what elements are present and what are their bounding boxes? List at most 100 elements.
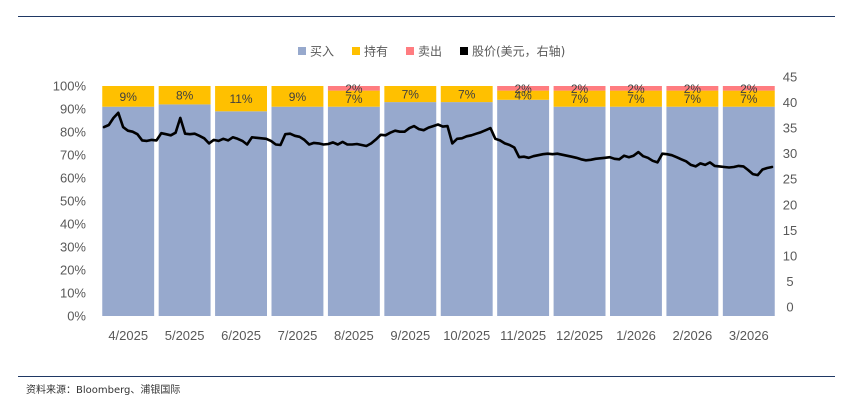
bar-buy-5 — [384, 102, 437, 316]
bars — [102, 86, 775, 317]
bar-label-hold-8: 7% — [571, 92, 589, 106]
left-axis: 0% 10% 20% 30% 40% 50% 60% 70% 80% 90% 100% — [53, 79, 87, 324]
x-tick-label-0: 4/2025 — [108, 328, 148, 343]
bar-sell-9 — [610, 86, 662, 91]
x-axis: 4/2025 5/2025 6/2025 7/2025 8/2025 9/2025 10/2… — [108, 328, 768, 343]
left-tick-label-0: 0% — [67, 309, 86, 324]
left-tick-label-3: 30% — [60, 240, 86, 255]
bar-label-hold-3: 9% — [289, 90, 307, 104]
bar-buy-2 — [215, 111, 267, 316]
bar-labels: 9% 8% 11% 9% 7%2% 7% 7% 4%2%7%2%7%2%7%2%7%2% — [120, 82, 758, 106]
bar-label-sell-11: 2% — [740, 82, 758, 96]
bar-sell-11 — [722, 86, 775, 91]
left-tick-label-7: 70% — [60, 148, 86, 163]
left-tick-label-10: 100% — [53, 79, 87, 94]
x-tick-label-3: 7/2025 — [278, 328, 318, 343]
top-rule — [18, 16, 835, 17]
bar-label-sell-8: 2% — [571, 82, 589, 96]
bar-label-hold-7: 4% — [514, 89, 532, 103]
bar-label-hold-6: 7% — [458, 88, 476, 102]
bar-hold-9 — [610, 90, 662, 107]
bar-label-sell-4: 2% — [345, 82, 363, 96]
bar-buy-3 — [271, 106, 324, 316]
x-tick-label-6: 10/2025 — [443, 328, 490, 343]
bar-label-hold-10: 7% — [684, 92, 702, 106]
right-tick-label-2: 10 — [783, 248, 797, 263]
left-tick-label-8: 80% — [60, 125, 86, 140]
bar-buy-11 — [722, 106, 775, 316]
bar-hold-5 — [384, 86, 437, 103]
price-line — [102, 111, 774, 177]
legend-label-3: 股价(美元，右轴) — [472, 44, 565, 59]
source-note: 资料来源：Bloomberg、浦银国际 — [26, 385, 181, 396]
left-tick-label-6: 60% — [60, 171, 86, 186]
bar-label-sell-7: 2% — [514, 82, 532, 96]
legend-label-2: 卖出 — [418, 45, 442, 59]
right-tick-label-6: 30 — [783, 146, 797, 161]
right-axis: 0 5 10 15 20 25 30 35 40 45 — [783, 70, 797, 315]
left-tick-label-2: 20% — [60, 263, 86, 278]
left-tick-label-5: 50% — [60, 194, 86, 209]
bar-label-sell-10: 2% — [684, 82, 702, 96]
bar-hold-1 — [158, 86, 211, 105]
left-tick-label-1: 10% — [60, 286, 86, 301]
bar-sell-8 — [553, 86, 606, 91]
legend-label-1: 持有 — [364, 44, 388, 59]
bottom-rule — [18, 376, 835, 377]
bar-hold-2 — [215, 86, 267, 112]
legend-swatch-1 — [352, 47, 360, 55]
left-tick-label-4: 40% — [60, 217, 86, 232]
right-tick-label-5: 25 — [783, 172, 797, 187]
x-tick-label-5: 9/2025 — [390, 328, 430, 343]
bar-hold-0 — [102, 86, 155, 107]
right-tick-label-9: 45 — [783, 70, 797, 85]
bar-label-hold-11: 7% — [740, 92, 758, 106]
bar-label-sell-9: 2% — [627, 82, 645, 96]
legend: 买入 持有 卖出 股价(美元，右轴) — [298, 44, 565, 59]
x-tick-label-2: 6/2025 — [221, 328, 261, 343]
bar-label-hold-5: 7% — [402, 88, 420, 102]
x-tick-label-11: 3/2026 — [729, 328, 769, 343]
bar-buy-9 — [610, 106, 662, 316]
right-tick-label-8: 40 — [783, 95, 797, 110]
legend-swatch-2 — [406, 47, 414, 55]
bar-hold-7 — [497, 90, 550, 100]
bar-label-hold-2: 11% — [229, 92, 252, 106]
bar-hold-10 — [666, 90, 719, 107]
x-tick-label-7: 11/2025 — [500, 328, 546, 343]
bar-buy-7 — [497, 99, 550, 316]
bar-buy-0 — [102, 106, 155, 316]
x-tick-label-1: 5/2025 — [165, 328, 205, 343]
bar-sell-7 — [497, 86, 550, 91]
bar-hold-8 — [553, 90, 606, 107]
x-tick-label-4: 8/2025 — [334, 328, 374, 343]
bar-hold-11 — [722, 90, 775, 107]
bar-label-hold-0: 9% — [120, 90, 138, 104]
bar-label-hold-1: 8% — [176, 89, 194, 103]
bar-label-hold-4: 7% — [345, 92, 363, 106]
bar-buy-8 — [553, 106, 606, 316]
x-tick-label-9: 1/2026 — [616, 328, 656, 343]
right-tick-label-1: 5 — [786, 274, 793, 289]
right-tick-label-4: 20 — [783, 197, 797, 212]
bar-hold-6 — [440, 86, 493, 103]
bar-sell-10 — [666, 86, 719, 91]
bar-sell-4 — [327, 86, 380, 91]
legend-swatch-3 — [460, 47, 468, 55]
bar-buy-4 — [327, 106, 380, 316]
x-tick-label-10: 2/2026 — [672, 328, 712, 343]
x-tick-label-8: 12/2025 — [556, 328, 603, 343]
left-tick-label-9: 90% — [60, 102, 86, 117]
bar-hold-3 — [271, 86, 324, 107]
right-tick-label-0: 0 — [786, 300, 793, 315]
bar-buy-1 — [158, 104, 211, 317]
bar-buy-10 — [666, 106, 719, 316]
right-tick-label-7: 35 — [783, 121, 797, 136]
price-line-group — [102, 111, 774, 177]
legend-label-0: 买入 — [310, 45, 334, 59]
bar-hold-4 — [327, 90, 380, 107]
right-tick-label-3: 15 — [783, 223, 797, 238]
bar-label-hold-9: 7% — [627, 92, 645, 106]
analyst-rating-chart: 买入 持有 卖出 股价(美元，右轴) 9% 8% 11% 9% 7%2% 7% 7% 4%2%7%2… — [53, 44, 797, 344]
legend-swatch-0 — [298, 47, 306, 55]
